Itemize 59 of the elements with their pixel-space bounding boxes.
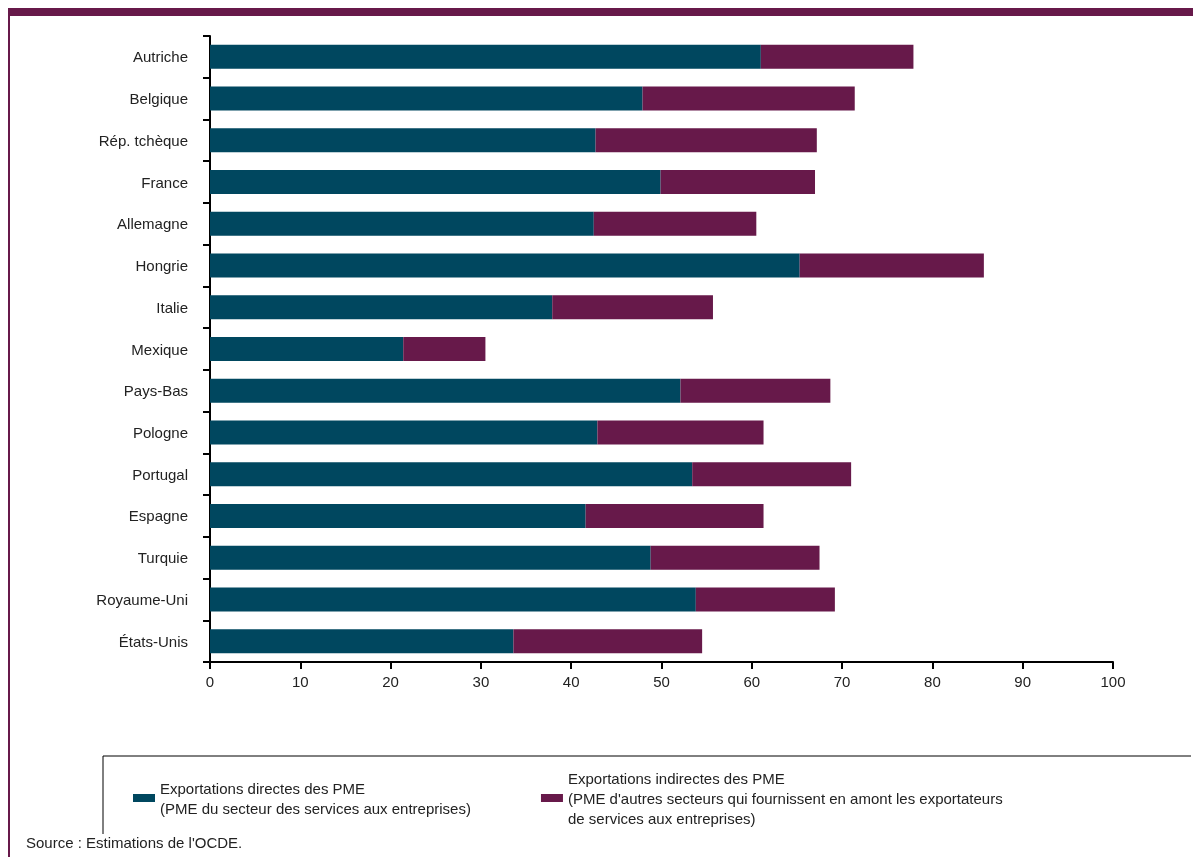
y-tick-label: Italie: [156, 298, 188, 316]
bar: [210, 462, 693, 487]
y-tick-label: Autriche: [132, 48, 188, 66]
x-tick-label: 50: [653, 673, 670, 690]
bar: [210, 128, 596, 153]
bar: [210, 503, 586, 528]
bar: [210, 337, 404, 361]
bar: [210, 545, 651, 570]
x-tick-label: 60: [743, 673, 761, 690]
y-tick-label: Rép. tchèque: [98, 131, 188, 149]
bar: [210, 253, 800, 278]
y-tick-label: Pologne: [132, 423, 188, 441]
bar: [695, 587, 835, 612]
x-tick-label: 70: [833, 673, 851, 690]
bar: [552, 295, 713, 320]
y-tick-label: Hongrie: [135, 257, 188, 275]
y-tick-label: Pays-Bas: [123, 382, 188, 400]
bar: [210, 295, 553, 320]
y-tick-label: Allemagne: [117, 215, 188, 233]
x-tick-label: 0: [205, 673, 215, 690]
bar: [210, 44, 761, 69]
bar: [210, 587, 696, 612]
y-tick-label: Portugal: [132, 465, 188, 483]
bar: [799, 253, 984, 278]
bar: [403, 337, 486, 361]
y-tick-label: Mexique: [131, 340, 188, 358]
x-tick-label: 40: [562, 673, 580, 690]
x-tick-label: 90: [1014, 673, 1032, 690]
bar: [692, 462, 852, 487]
y-tick-label: États-Unis: [118, 632, 188, 650]
bar: [585, 503, 764, 528]
x-tick-label: 10: [291, 673, 309, 690]
bar: [642, 86, 855, 111]
bar: [210, 420, 598, 445]
bar: [210, 86, 643, 111]
legend-label: Exportations indirectes des PME (PME d'autres secteurs qui fournissent en amont les exportateurs de services aux entreprises): [567, 769, 1003, 827]
bar: [513, 629, 703, 654]
source-note: Source : Estimations de l'OCDE.: [25, 834, 244, 853]
bar: [650, 545, 820, 570]
x-tick-label: 30: [472, 673, 490, 690]
bar: [595, 128, 817, 153]
x-tick-label: 20: [382, 673, 399, 690]
legend-label: Exportations directes des PME (PME du secteur des services aux entreprises): [160, 779, 471, 817]
bar: [660, 170, 816, 195]
bar: [593, 211, 757, 236]
y-tick-label: Royaume-Uni: [96, 590, 188, 608]
x-tick-label: 100: [1100, 673, 1126, 690]
y-tick-label: Espagne: [128, 507, 188, 525]
bar: [680, 378, 831, 403]
y-tick-label: France: [141, 173, 188, 191]
x-tick-label: 80: [924, 673, 941, 690]
bar: [597, 420, 764, 445]
bar: [210, 170, 661, 195]
bar: [210, 211, 594, 236]
y-tick-label: Turquie: [137, 549, 188, 567]
y-tick-label: Belgique: [129, 90, 188, 108]
bar: [760, 44, 914, 69]
bar: [210, 629, 514, 654]
bar: [210, 378, 681, 403]
